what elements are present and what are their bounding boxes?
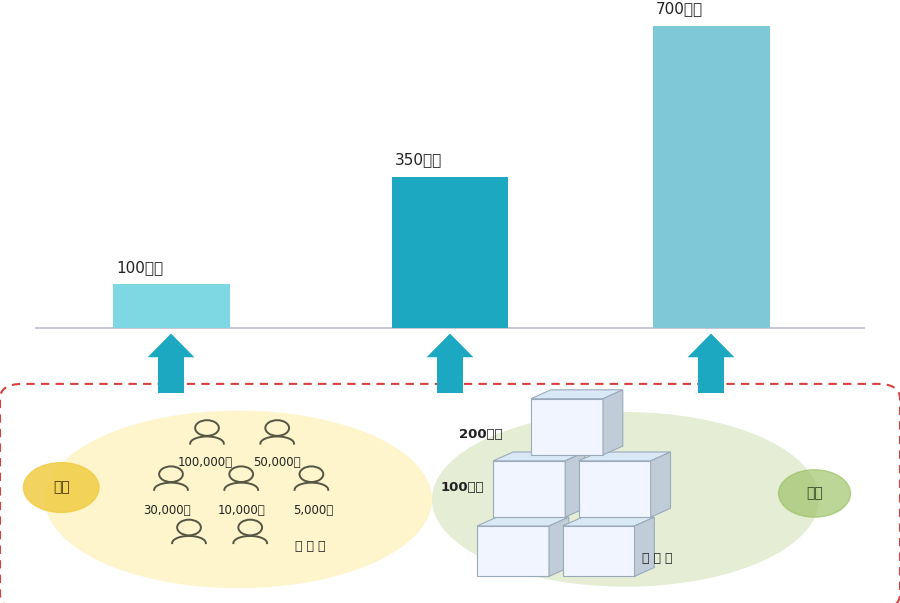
Ellipse shape xyxy=(432,412,819,587)
Bar xyxy=(392,177,508,327)
Polygon shape xyxy=(688,333,734,357)
Polygon shape xyxy=(634,517,654,576)
Polygon shape xyxy=(651,452,670,517)
Polygon shape xyxy=(579,461,651,517)
Bar xyxy=(158,357,184,393)
Text: 100,000円: 100,000円 xyxy=(177,456,233,469)
Circle shape xyxy=(778,470,850,517)
FancyBboxPatch shape xyxy=(0,384,900,603)
Text: 5,000円: 5,000円 xyxy=(293,504,333,517)
Polygon shape xyxy=(427,333,473,357)
Text: ・ ・ ・: ・ ・ ・ xyxy=(642,552,672,565)
Polygon shape xyxy=(603,390,623,455)
Bar xyxy=(112,285,230,327)
Polygon shape xyxy=(493,452,585,461)
Polygon shape xyxy=(531,390,623,399)
Polygon shape xyxy=(493,461,565,517)
Text: 10,000円: 10,000円 xyxy=(217,504,266,517)
Polygon shape xyxy=(477,526,549,576)
Text: 100万円: 100万円 xyxy=(441,481,484,494)
Polygon shape xyxy=(148,333,194,357)
Bar xyxy=(698,357,724,393)
Text: 個人: 個人 xyxy=(53,481,69,494)
Polygon shape xyxy=(477,517,569,526)
Text: 30,000円: 30,000円 xyxy=(144,504,191,517)
Text: 200万円: 200万円 xyxy=(459,428,502,441)
Text: ・ ・ ・: ・ ・ ・ xyxy=(295,540,326,553)
Polygon shape xyxy=(565,452,585,517)
Polygon shape xyxy=(562,526,634,576)
Text: 企業: 企業 xyxy=(806,487,823,500)
Polygon shape xyxy=(579,452,670,461)
Text: 350万円: 350万円 xyxy=(395,152,443,167)
Polygon shape xyxy=(531,399,603,455)
Text: 100万円: 100万円 xyxy=(116,260,163,275)
Ellipse shape xyxy=(45,411,432,588)
Polygon shape xyxy=(562,517,654,526)
Bar xyxy=(437,357,463,393)
Text: 700万円: 700万円 xyxy=(656,1,703,16)
Text: 50,000円: 50,000円 xyxy=(254,456,301,469)
Circle shape xyxy=(23,463,99,513)
Polygon shape xyxy=(549,517,569,576)
Bar xyxy=(652,25,770,327)
